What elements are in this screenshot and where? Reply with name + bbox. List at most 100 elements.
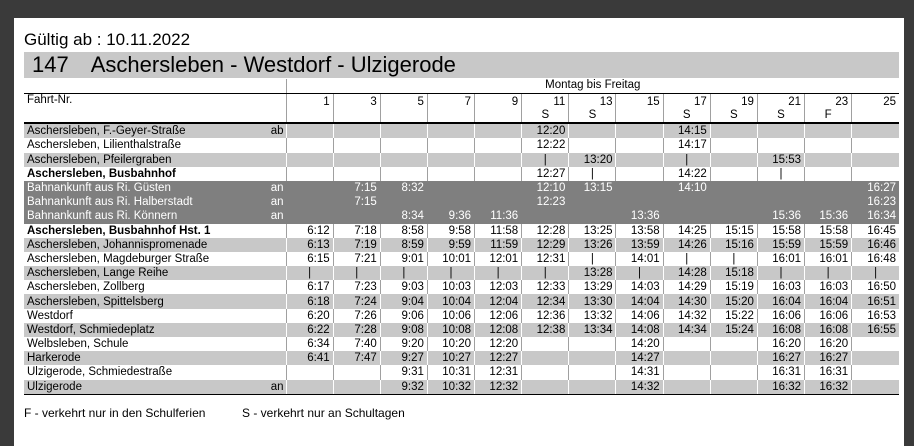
time: 16:32 xyxy=(804,379,852,395)
time: 11:36 xyxy=(474,209,522,224)
time: 14:32 xyxy=(662,308,711,323)
stop-name: Aschersleben, Lange Reihe xyxy=(24,266,262,281)
time xyxy=(332,166,381,181)
time xyxy=(568,209,616,224)
time: 9:08 xyxy=(379,322,428,337)
time: 9:04 xyxy=(379,294,428,309)
time: 16:03 xyxy=(804,280,852,295)
time: 16:31 xyxy=(804,365,852,380)
trip-marker xyxy=(619,109,659,121)
trip-number: 9 xyxy=(511,96,519,109)
time xyxy=(521,379,569,395)
time xyxy=(332,379,381,395)
time: 12:27 xyxy=(474,351,522,366)
stop-name: Bahnankunft aus Ri. Könnern xyxy=(24,209,262,224)
stop-suffix xyxy=(262,266,286,281)
time: 14:31 xyxy=(615,365,664,380)
trip-marker: S xyxy=(682,109,691,122)
time xyxy=(568,195,616,210)
stop-row: Aschersleben, Busbahnhof 12:27 | 14:22 | xyxy=(24,166,899,181)
time xyxy=(615,180,664,196)
time: 16:03 xyxy=(756,280,805,295)
time: 14:27 xyxy=(615,351,664,366)
time: 7:24 xyxy=(332,294,381,309)
stop-row: Aschersleben, Pfeilergraben | 13:20 | 15:53 xyxy=(24,152,899,167)
time: 12:03 xyxy=(474,280,522,295)
time xyxy=(568,351,616,366)
time: 16:51 xyxy=(851,294,899,309)
time xyxy=(332,365,381,380)
time: 16:06 xyxy=(756,308,805,323)
time: 16:01 xyxy=(756,251,805,267)
time xyxy=(709,180,758,196)
stop-suffix xyxy=(262,252,286,266)
valid-from: Gültig ab : 10.11.2022 xyxy=(24,30,191,49)
trip-number: 21 xyxy=(788,96,802,109)
route: Aschersleben - Westdorf - Ulzigerode xyxy=(90,52,456,77)
time xyxy=(426,152,475,167)
time: | xyxy=(756,166,805,181)
time: | xyxy=(521,152,569,167)
time: | xyxy=(426,266,475,281)
trip-cell: 23 F xyxy=(804,93,852,125)
stop-row: Welbsleben, Schule 6:34 7:40 9:20 10:20 12:20… xyxy=(24,337,899,352)
time: 14:29 xyxy=(662,280,711,295)
trip-row: Fahrt-Nr. 1 3 5 7 9 11 S 13 S 15 17 S 19 S 21 S 23 F 25 xyxy=(24,93,899,125)
time: 8:34 xyxy=(379,209,428,224)
time xyxy=(426,166,475,181)
time xyxy=(615,166,664,181)
stop-suffix xyxy=(262,138,286,152)
time: 8:58 xyxy=(379,223,428,238)
time xyxy=(615,123,664,139)
time: 16:20 xyxy=(756,337,805,352)
time: | xyxy=(662,152,711,167)
time: 9:58 xyxy=(426,223,475,238)
time: 16:45 xyxy=(851,223,899,238)
time: 16:08 xyxy=(804,322,852,337)
stop-row: Bahnankunft aus Ri. Könnern an 8:34 9:36 11:… xyxy=(24,209,899,224)
trip-marker xyxy=(290,109,330,121)
time: 12:29 xyxy=(521,237,569,252)
trip-marker: S xyxy=(777,109,785,122)
time: 13:15 xyxy=(568,180,616,196)
time: | xyxy=(379,266,428,281)
timetable: Montag bis Freitag Fahrt-Nr. 1 3 5 7 9 11 S 13 S 15… xyxy=(24,79,899,395)
time: 10:08 xyxy=(426,322,475,337)
time: 14:17 xyxy=(662,138,711,153)
time: 10:20 xyxy=(426,337,475,352)
time: 12:10 xyxy=(521,180,569,196)
time: 7:15 xyxy=(332,180,381,196)
time: 13:58 xyxy=(615,223,664,238)
trip-marker: S xyxy=(588,109,597,122)
stop-suffix xyxy=(262,237,286,252)
stop-row: Aschersleben, Spittelsberg 6:18 7:24 9:04 10… xyxy=(24,294,899,309)
time: 13:25 xyxy=(568,223,616,238)
time: 9:27 xyxy=(379,351,428,366)
line-number: 147 xyxy=(32,52,69,77)
time: 16:48 xyxy=(851,251,899,267)
time xyxy=(804,180,852,196)
stop-suffix: ab xyxy=(262,123,286,139)
time xyxy=(474,180,522,196)
time xyxy=(285,365,334,380)
time xyxy=(851,152,899,167)
time: 6:20 xyxy=(285,308,334,323)
stop-row: Aschersleben, Zollberg 6:17 7:23 9:03 10:03 1… xyxy=(24,280,899,295)
stop-suffix: an xyxy=(262,209,286,224)
time xyxy=(426,180,475,196)
time xyxy=(756,123,805,139)
time xyxy=(851,365,899,380)
time xyxy=(709,138,758,153)
stop-row: Ulzigerode an 9:32 10:32 12:32 14:32 16:32 16:3… xyxy=(24,379,899,395)
time: 14:22 xyxy=(662,166,711,181)
header-row: Montag bis Freitag xyxy=(24,79,899,95)
time xyxy=(804,138,852,153)
trip-number: 17 xyxy=(693,96,707,109)
time xyxy=(756,138,805,153)
time: 12:34 xyxy=(521,294,569,309)
stop-name: Bahnankunft aus Ri. Güsten xyxy=(24,180,262,196)
time xyxy=(662,209,711,224)
time xyxy=(285,166,334,181)
stop-name: Ulzigerode, Schmiedestraße xyxy=(27,366,173,379)
time: 11:58 xyxy=(474,223,522,238)
